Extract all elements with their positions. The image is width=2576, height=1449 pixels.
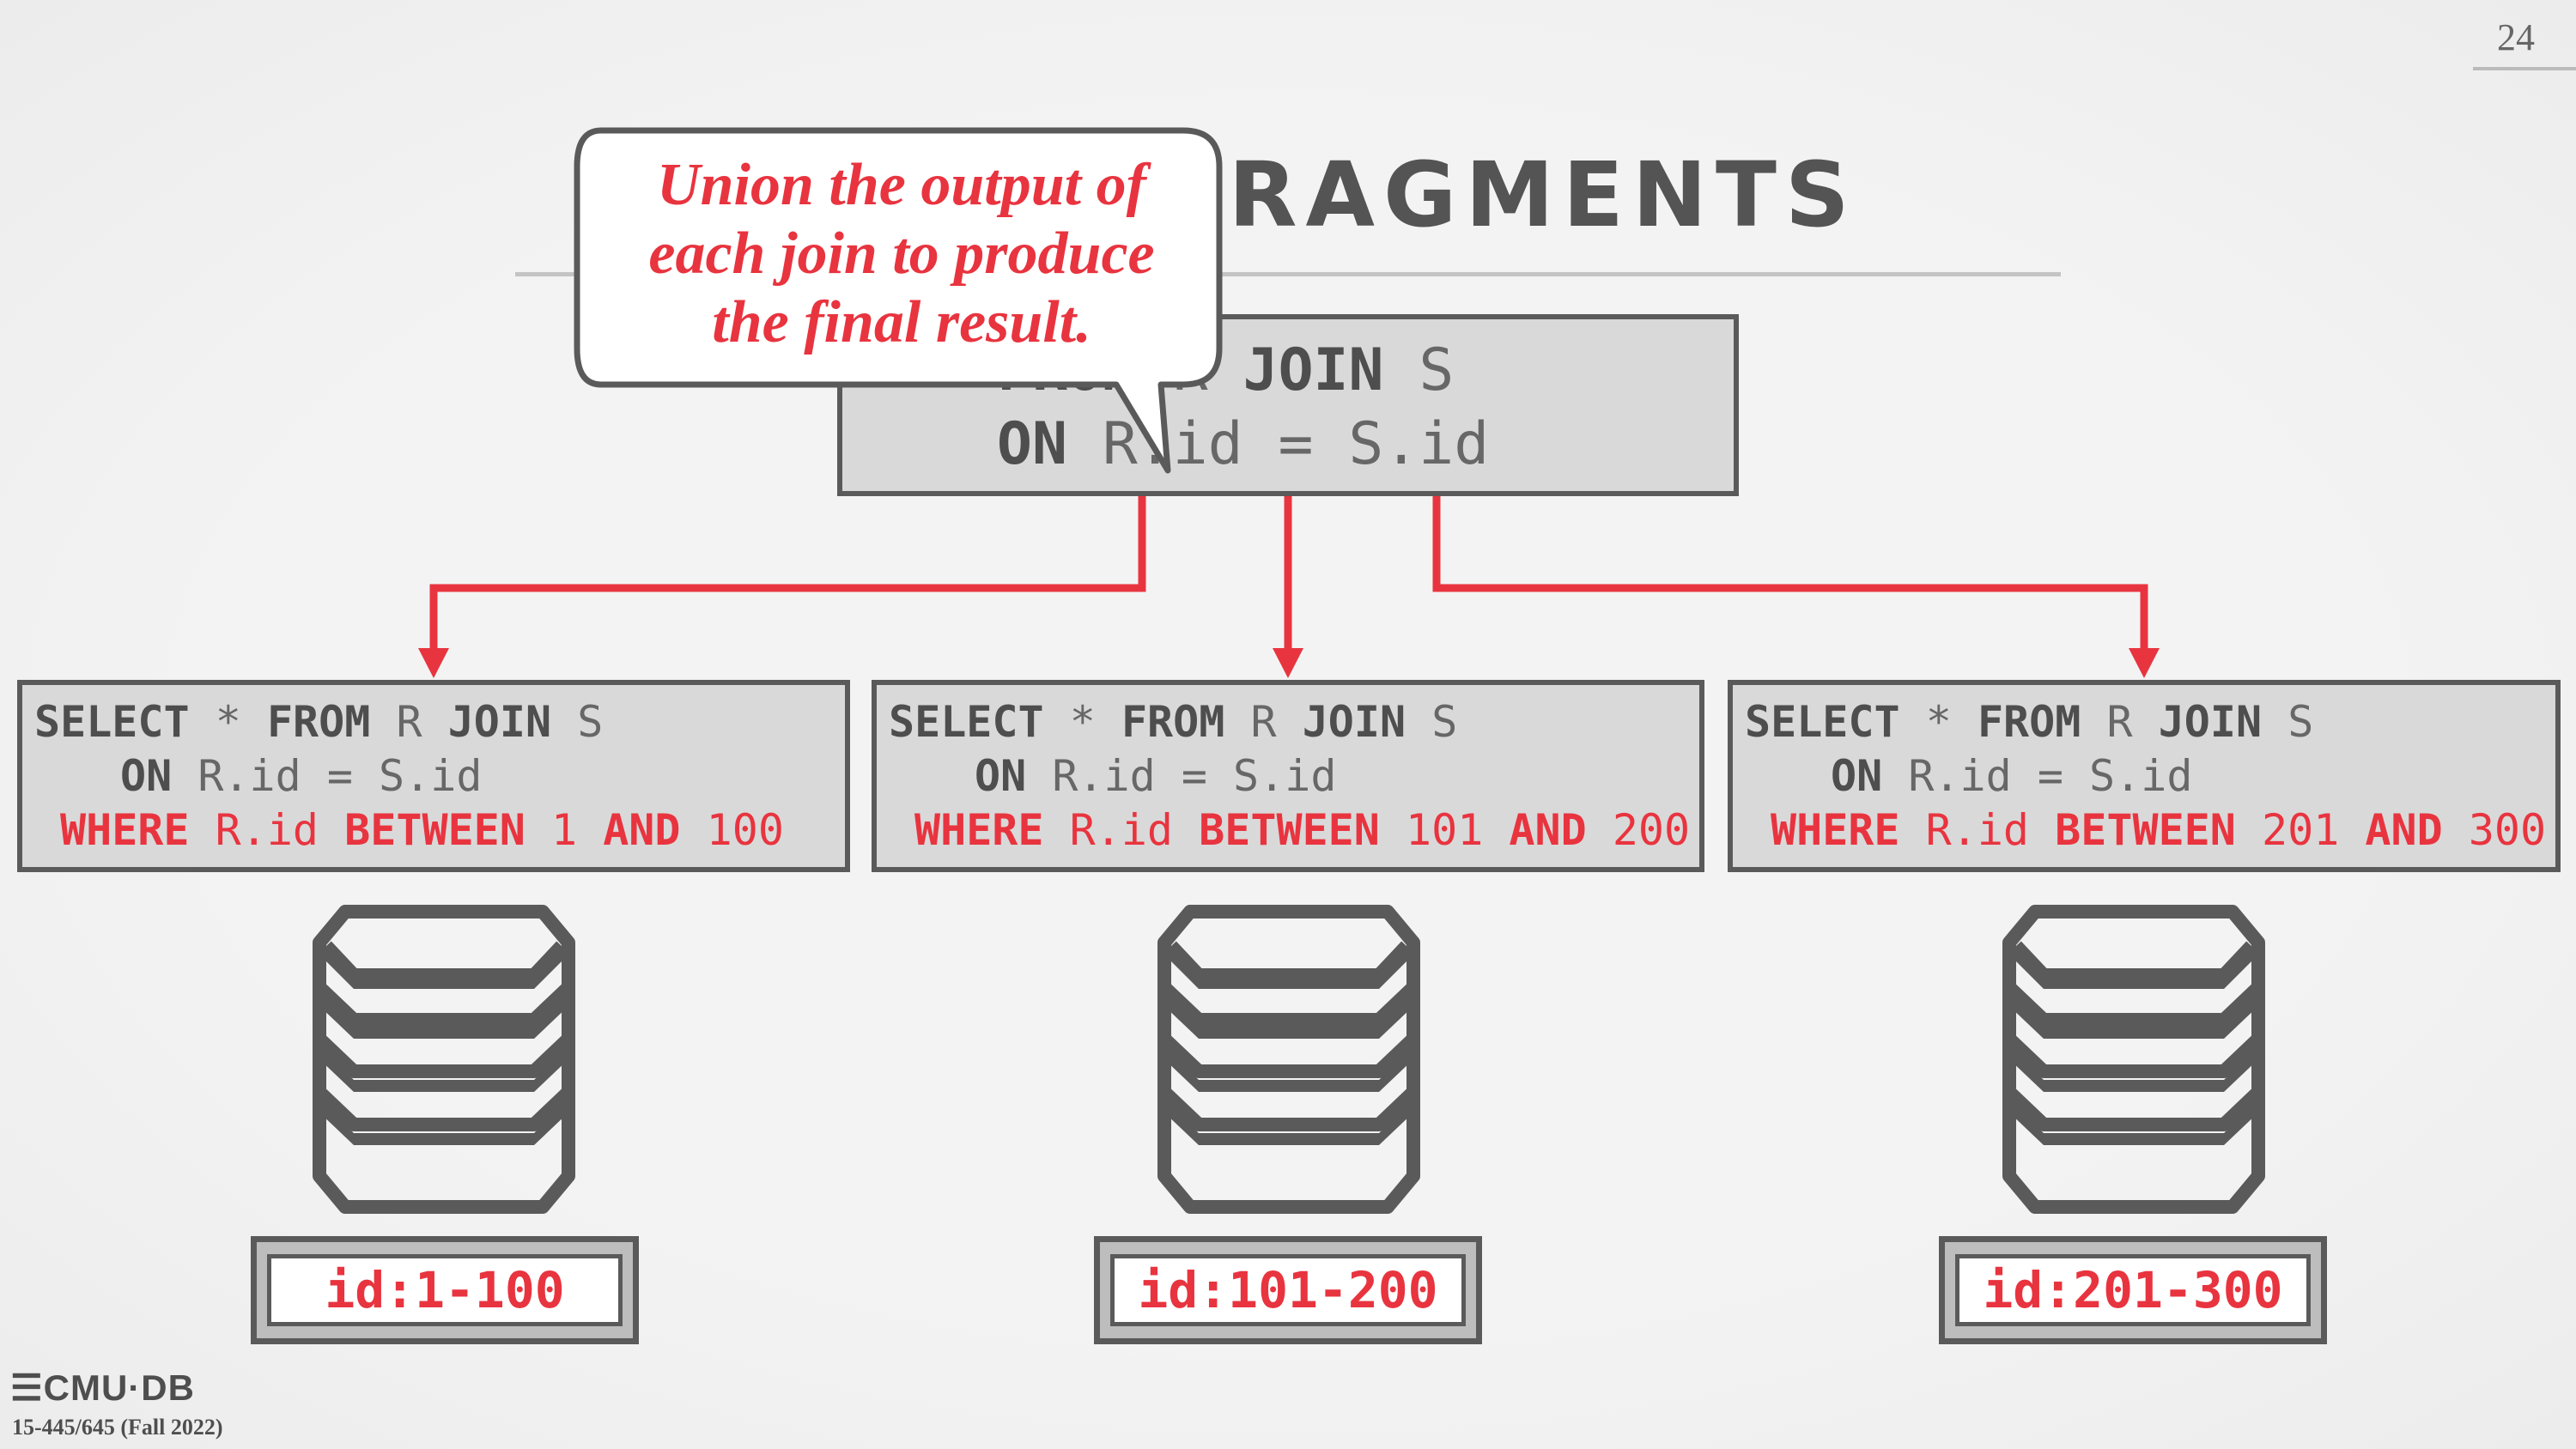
callout-text: Union the output of each join to produce… [592,151,1211,357]
fragment-1-line-2: ON R.id = S.id [120,751,483,801]
join-condition: R.id = S.id [1102,410,1490,478]
callout-bubble [574,127,1223,474]
arrow-to-fragment-3 [1432,496,2148,652]
partition-range-label-1: id:1-100 [251,1236,639,1344]
fragment-query-box-1: SELECT * FROM R JOIN S ON R.id = S.id WH… [17,680,850,872]
partition-range-text-1: id:1-100 [267,1254,623,1326]
page-number: 24 [2497,16,2535,58]
fragment-3-line-3: WHERE R.id BETWEEN 201 AND 300 [1771,805,2547,855]
combined-query-line-2: ON R.id = S.id [997,410,1489,478]
partition-range-label-3: id:201-300 [1939,1236,2327,1344]
logo-text: CMU·DB [43,1367,195,1408]
arrowhead-2 [1273,648,1303,678]
database-icon-1 [313,905,575,1214]
database-icon-2 [1157,905,1420,1214]
title-underline [515,272,2061,276]
keyword-on: ON [997,410,1067,478]
fragment-1-line-3: WHERE R.id BETWEEN 1 AND 100 [60,805,784,855]
fragment-3-line-2: ON R.id = S.id [1831,751,2193,801]
arrow-to-fragment-1 [429,496,1146,652]
database-logo-icon: ☰ [10,1367,44,1408]
partition-range-text-2: id:101-200 [1110,1254,1466,1326]
fragment-2-line-2: ON R.id = S.id [975,751,1337,801]
fragment-query-box-2: SELECT * FROM R JOIN S ON R.id = S.id WH… [872,680,1704,872]
page-number-rule [2473,67,2576,70]
fragment-1-line-1: SELECT * FROM R JOIN S [34,697,604,747]
database-icon-3 [2002,905,2265,1214]
partition-range-text-3: id:201-300 [1955,1254,2311,1326]
course-label: 15-445/645 (Fall 2022) [12,1415,223,1440]
table-s: S [1419,336,1455,404]
callout-line-3: the final result. [712,289,1091,355]
fragment-2-line-1: SELECT * FROM R JOIN S [889,697,1458,747]
fragment-query-box-3: SELECT * FROM R JOIN S ON R.id = S.id WH… [1728,680,2561,872]
arrowhead-1 [418,648,449,678]
keyword-join: JOIN [1242,336,1384,404]
callout-line-1: Union the output of [657,152,1146,218]
callout-line-2: each join to produce [648,221,1155,287]
arrowhead-3 [2129,648,2160,678]
partition-range-label-2: id:101-200 [1094,1236,1482,1344]
fragment-2-line-3: WHERE R.id BETWEEN 101 AND 200 [914,805,1691,855]
fragment-3-line-1: SELECT * FROM R JOIN S [1745,697,2314,747]
cmu-db-logo: ☰CMU·DB [10,1367,195,1409]
